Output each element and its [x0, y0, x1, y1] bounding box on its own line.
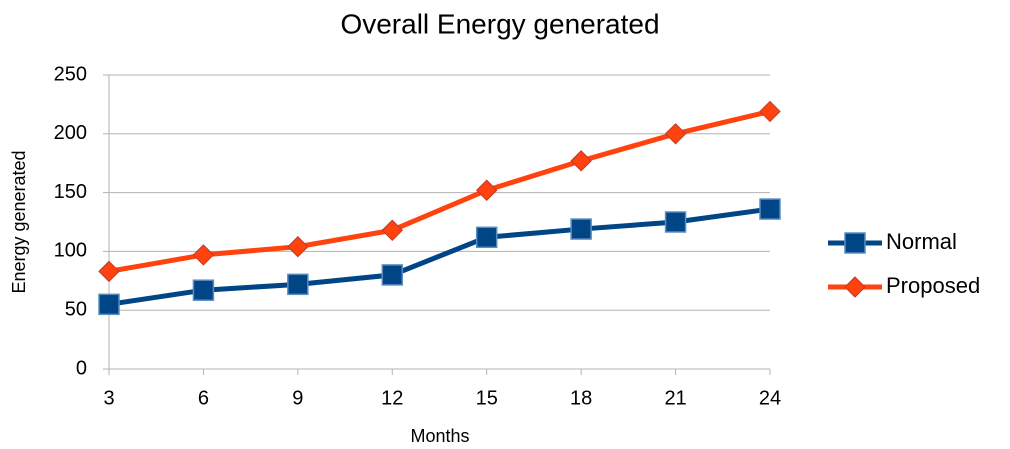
data-point: [570, 150, 592, 172]
data-point: [570, 218, 592, 240]
x-tick-label: 21: [664, 387, 686, 409]
chart-title: Overall Energy generated: [340, 8, 659, 39]
data-point: [192, 279, 215, 301]
x-tick-label: 24: [759, 387, 781, 409]
data-point: [381, 219, 403, 241]
x-tick-label: 9: [292, 387, 303, 409]
data-point: [664, 211, 687, 233]
y-tick-label: 50: [65, 298, 87, 320]
x-tick-label: 12: [381, 387, 403, 409]
x-tick-label: 15: [476, 387, 498, 409]
x-tick-label: 6: [198, 387, 209, 409]
y-tick-label: 150: [54, 181, 87, 203]
legend-marker: [844, 232, 866, 254]
legend-label: Normal: [886, 229, 957, 254]
y-tick-label: 200: [54, 122, 87, 144]
data-point: [759, 100, 781, 123]
data-point: [759, 198, 781, 220]
data-point: [381, 264, 404, 286]
x-tick-label: 3: [103, 387, 114, 409]
y-tick-label: 100: [54, 240, 87, 262]
series-line: [108, 109, 771, 274]
legend-label: Proposed: [886, 273, 980, 298]
data-point: [287, 235, 309, 258]
data-point: [664, 123, 687, 145]
data-point: [192, 244, 215, 266]
data-point: [98, 260, 120, 283]
series-line: [108, 206, 771, 307]
data-point: [98, 293, 120, 316]
data-point: [475, 226, 498, 249]
legend-marker: [844, 276, 866, 298]
data-point: [287, 273, 309, 296]
x-axis-label: Months: [410, 426, 469, 446]
y-axis-label: Energy generated: [9, 150, 29, 293]
x-tick-label: 18: [570, 387, 592, 409]
y-tick-label: 250: [54, 63, 87, 85]
y-tick-label: 0: [76, 357, 87, 379]
data-point: [476, 179, 498, 201]
